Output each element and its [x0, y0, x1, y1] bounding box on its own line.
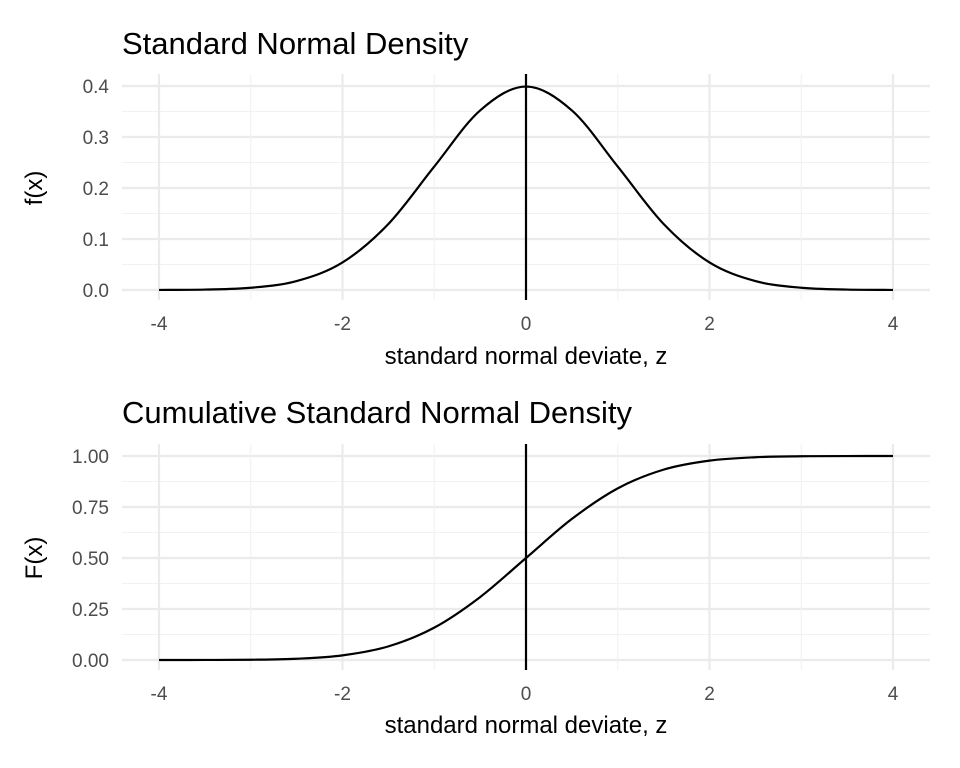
cumulative-y-axis-label: F(x)	[21, 537, 48, 580]
density-chart-title: Standard Normal Density	[122, 26, 469, 61]
cumulative-y-tick-label: 1.00	[72, 447, 109, 468]
density-x-axis-label: standard normal deviate, z	[385, 343, 668, 370]
cumulative-x-axis-label: standard normal deviate, z	[385, 712, 668, 739]
cumulative-x-tick-label: -2	[334, 684, 351, 705]
cumulative-chart-title: Cumulative Standard Normal Density	[122, 395, 632, 430]
density-y-tick-label: 0.4	[83, 77, 110, 98]
cumulative-x-tick-label: 0	[521, 684, 532, 705]
density-x-tick-label: 4	[888, 314, 899, 335]
density-y-tick-labels: 0.0 0.1 0.2 0.3 0.4	[83, 77, 110, 302]
cumulative-x-tick-label: 2	[704, 684, 715, 705]
density-y-tick-label: 0.0	[83, 281, 109, 302]
cumulative-x-tick-labels: -4 -2 0 2 4	[151, 684, 899, 705]
cumulative-y-tick-labels: 0.00 0.25 0.50 0.75 1.00	[72, 447, 109, 672]
density-x-tick-label: -2	[334, 314, 351, 335]
density-x-tick-labels: -4 -2 0 2 4	[151, 314, 899, 335]
density-y-tick-label: 0.3	[83, 128, 109, 149]
cumulative-y-tick-label: 0.50	[72, 549, 109, 570]
cumulative-x-tick-label: 4	[888, 684, 899, 705]
cumulative-x-tick-label: -4	[151, 684, 168, 705]
cumulative-y-tick-label: 0.00	[72, 651, 109, 672]
cumulative-y-tick-label: 0.75	[72, 498, 109, 519]
cumulative-panel: Cumulative Standard Normal Density 0.000…	[21, 395, 930, 739]
density-x-tick-label: 0	[521, 314, 532, 335]
cumulative-y-tick-label: 0.25	[72, 600, 109, 621]
density-x-tick-label: 2	[704, 314, 715, 335]
density-y-tick-label: 0.1	[83, 230, 109, 251]
density-y-tick-label: 0.2	[83, 179, 109, 200]
density-panel: Standard Normal Density 0.00.10.20.30.4 …	[21, 26, 930, 370]
density-y-axis-label: f(x)	[21, 171, 48, 206]
density-x-tick-label: -4	[151, 314, 168, 335]
